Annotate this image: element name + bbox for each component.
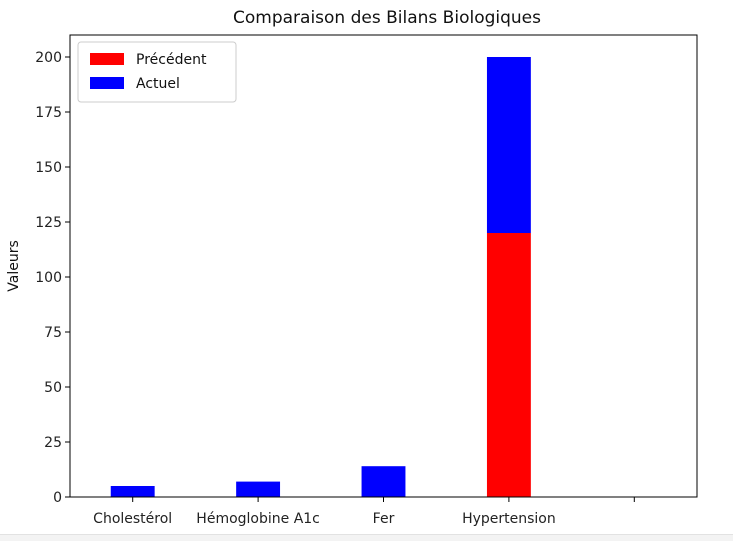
bars-group xyxy=(110,57,531,497)
legend-label: Précédent xyxy=(136,52,207,68)
y-axis: 0 25 50 75 100 125 150 175 200 xyxy=(35,50,70,506)
y-tick-label: 0 xyxy=(53,490,62,506)
y-tick-label: 125 xyxy=(35,215,62,231)
y-tick-label: 75 xyxy=(44,325,62,341)
legend-box xyxy=(77,41,237,103)
bottom-strip xyxy=(0,534,733,541)
y-tick-label: 100 xyxy=(35,270,62,286)
y-tick-label: 50 xyxy=(44,380,62,396)
bar-precedent-3 xyxy=(486,233,531,497)
x-axis: Cholestérol Hémoglobine A1c Fer Hypertensio… xyxy=(93,497,635,527)
x-tick-label: Hémoglobine A1c xyxy=(196,511,320,527)
y-axis-label: Valeurs xyxy=(6,240,22,292)
y-tick-label: 175 xyxy=(35,105,62,121)
x-tick-label: Fer xyxy=(373,511,395,527)
plot-frame xyxy=(69,34,698,498)
y-tick-label: 25 xyxy=(44,435,62,451)
legend-swatch xyxy=(90,77,124,89)
bar-actuel-1 xyxy=(236,481,281,497)
x-tick-label: Hypertension xyxy=(462,511,556,527)
y-tick-label: 150 xyxy=(35,160,62,176)
chart-title: Comparaison des Bilans Biologiques xyxy=(233,8,541,28)
bar-actuel-2 xyxy=(361,466,406,497)
legend: Précédent Actuel xyxy=(77,41,237,103)
y-tick-label: 200 xyxy=(35,50,62,66)
legend-swatch xyxy=(90,53,124,65)
x-tick-label: Cholestérol xyxy=(93,511,172,527)
bar-actuel-0 xyxy=(110,486,155,497)
legend-label: Actuel xyxy=(136,76,180,92)
bar-actuel-3 xyxy=(486,57,531,233)
